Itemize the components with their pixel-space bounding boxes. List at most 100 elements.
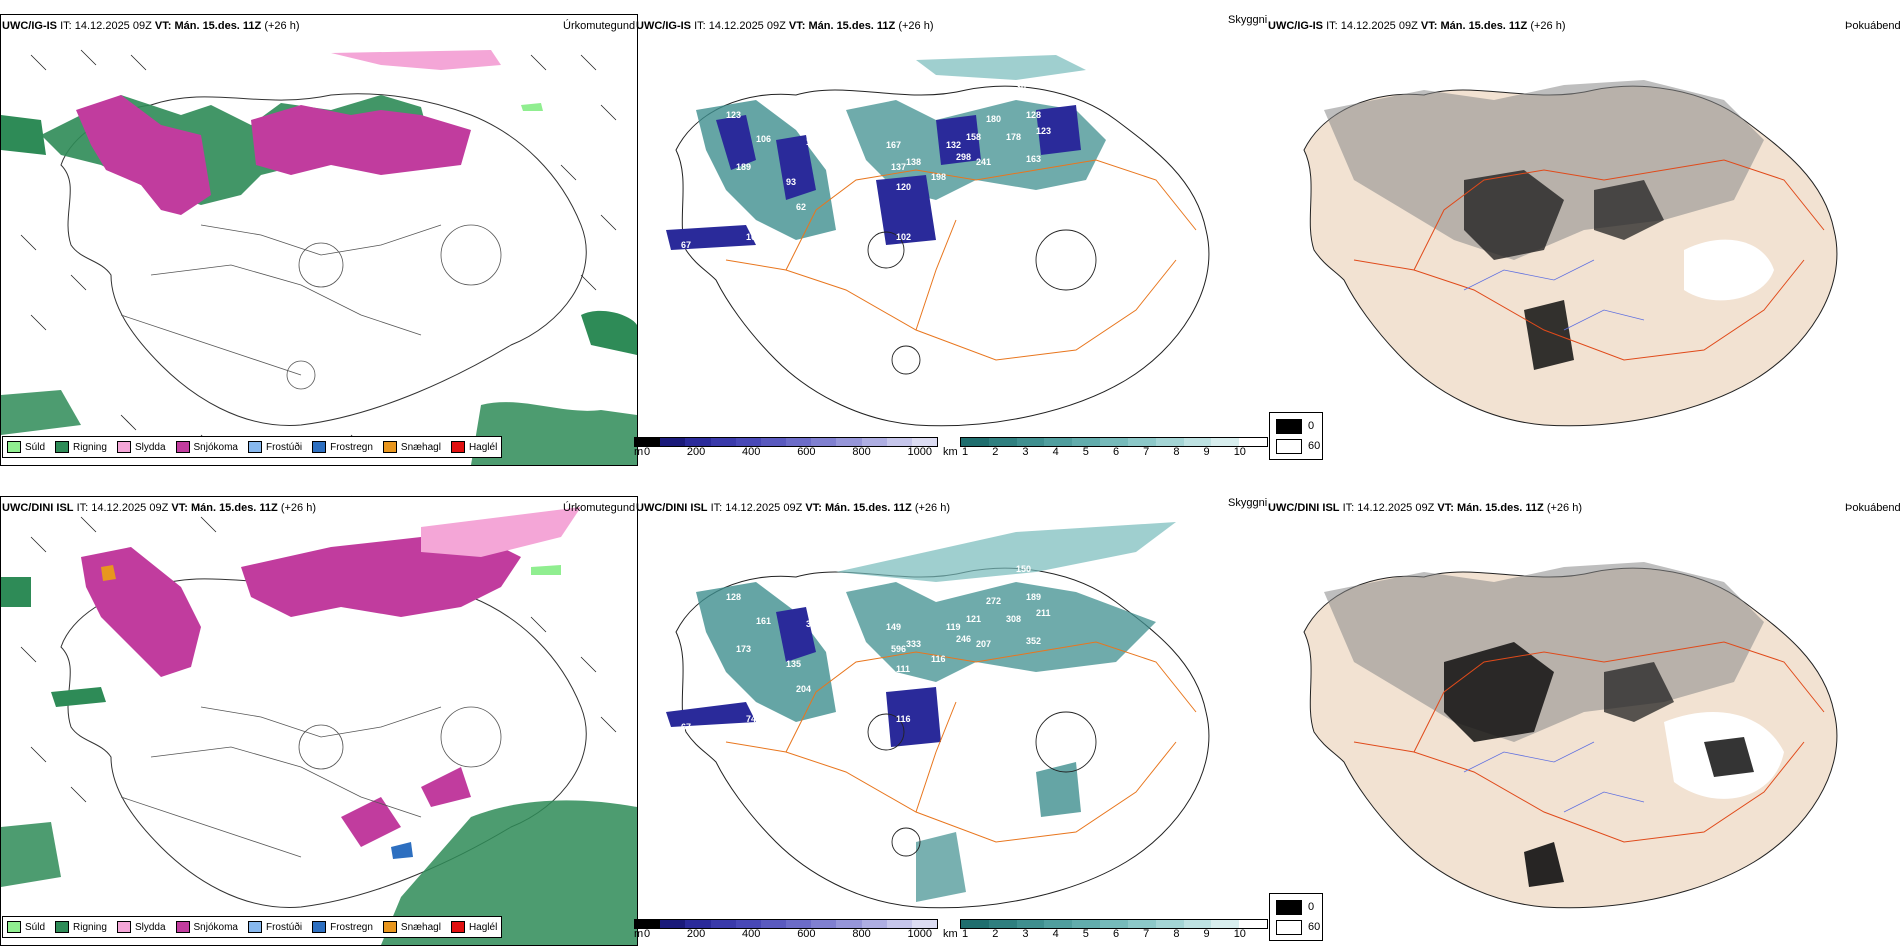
legend-item: Snæhagl bbox=[382, 441, 441, 453]
fog-label-low: 60 bbox=[1308, 921, 1321, 933]
colorbar-tick: 5 bbox=[1082, 928, 1089, 940]
colorbar-tick: 6 bbox=[1112, 446, 1120, 458]
vt-label: VT: bbox=[788, 20, 806, 32]
colorbar-segment bbox=[660, 920, 686, 928]
vt-value: Mán. 15.des. 11Z bbox=[190, 502, 278, 514]
it-value: 14.12.2025 09Z bbox=[708, 20, 786, 32]
colorbar-segment bbox=[961, 920, 989, 928]
visibility-value-label: 161 bbox=[756, 616, 771, 626]
legend-item: Frostúði bbox=[247, 921, 302, 933]
colorbar-tick: 200 bbox=[686, 446, 706, 458]
precip-type-map-r1 bbox=[0, 14, 638, 466]
legend-item: Snjókoma bbox=[175, 921, 238, 933]
it-value: 14.12.2025 09Z bbox=[74, 20, 152, 32]
height-colorbar-r1 bbox=[634, 437, 938, 447]
legend-item: Frostúði bbox=[247, 441, 302, 453]
colorbar-segment bbox=[635, 438, 661, 446]
colorbar-segment bbox=[660, 438, 686, 446]
colorbar-tick: 2 bbox=[992, 928, 999, 940]
visibility-value-label: 123 bbox=[1036, 126, 1051, 136]
colorbar-tick: 0 bbox=[644, 446, 651, 458]
visibility-value-label: 123 bbox=[726, 110, 741, 120]
visibility-value-label: 116 bbox=[896, 714, 911, 724]
colorbar-tick: 8 bbox=[1173, 928, 1180, 940]
visibility-value-label: 211 bbox=[1036, 608, 1051, 618]
visibility-value-label: 308 bbox=[1006, 614, 1021, 624]
panel-title-r1-right: Þokuábendi bbox=[1845, 20, 1900, 32]
colorbar-tick: 800 bbox=[852, 446, 871, 458]
colorbar-segment bbox=[861, 438, 887, 446]
visibility-value-label: 119 bbox=[946, 622, 961, 632]
colorbar-segment bbox=[1016, 438, 1045, 446]
visibility-value-label: 62 bbox=[796, 202, 806, 212]
precip-map-graphic-r1 bbox=[1, 49, 637, 465]
colorbar-tick: 10 bbox=[1233, 928, 1246, 940]
fog-map-graphic-r1 bbox=[1303, 80, 1838, 427]
lead-time: (+26 h) bbox=[280, 502, 317, 514]
visibility-value-label: 300 bbox=[866, 694, 881, 704]
colorbar-segment bbox=[836, 438, 862, 446]
vt-value: Mán. 15.des. 11Z bbox=[1440, 20, 1528, 32]
vt-label: VT: bbox=[1420, 20, 1438, 32]
legend-item: Haglél bbox=[450, 921, 497, 933]
it-label: IT: bbox=[60, 20, 72, 32]
colorbar-segment bbox=[1155, 438, 1184, 446]
colorbar-segment bbox=[635, 920, 661, 928]
legend-item: Rigning bbox=[55, 441, 107, 453]
colorbar-segment bbox=[786, 438, 812, 446]
colorbar-segment bbox=[1127, 920, 1156, 928]
visibility-value-label: 102 bbox=[896, 232, 911, 242]
colorbar-segment bbox=[811, 920, 837, 928]
fog-map-graphic-r2 bbox=[1303, 562, 1838, 909]
visibility-value-label: 158 bbox=[966, 132, 981, 142]
colorbar-segment bbox=[710, 920, 736, 928]
lead-time: (+26 h) bbox=[1546, 502, 1583, 514]
colorbar-segment bbox=[1044, 920, 1073, 928]
lead-time: (+26 h) bbox=[1530, 20, 1566, 32]
model-name: UWC/DINI ISL bbox=[2, 502, 74, 514]
visibility-value-label: 178 bbox=[1006, 132, 1021, 142]
visibility-value-label: 135 bbox=[786, 659, 801, 669]
it-label: IT: bbox=[76, 502, 89, 514]
height-colorbar-r2 bbox=[634, 919, 938, 929]
model-name: UWC/IG-IS bbox=[636, 20, 691, 32]
colorbar-segment bbox=[1239, 920, 1267, 928]
colorbar-segment bbox=[1044, 438, 1073, 446]
legend-item: Slydda bbox=[116, 921, 166, 933]
colorbar-tick: 3 bbox=[1022, 446, 1029, 458]
colorbar-segment bbox=[988, 920, 1017, 928]
colorbar-segment bbox=[988, 438, 1017, 446]
fog-label-high: 0 bbox=[1308, 901, 1315, 913]
colorbar-segment bbox=[760, 438, 787, 446]
precip-legend-r2: Súld Rigning Slydda Snjókoma Frostúði Fr… bbox=[2, 916, 503, 938]
model-name: UWC/IG-IS bbox=[1268, 20, 1323, 32]
colorbar-segment bbox=[735, 438, 761, 446]
vt-label: VT: bbox=[805, 502, 822, 514]
visibility-value-label: 67 bbox=[681, 240, 691, 250]
height-bar-unit-r2: m bbox=[634, 928, 644, 940]
visibility-value-label: 163 bbox=[1026, 154, 1041, 164]
it-label: IT: bbox=[710, 502, 723, 514]
visibility-value-label: 74 bbox=[746, 714, 756, 724]
colorbar-segment bbox=[1239, 438, 1267, 446]
visibility-values-r1: 30 123 106 180 178 158 167 128 298 241 163 135 189 13… bbox=[681, 82, 1051, 250]
visibility-value-label: 83 bbox=[716, 694, 726, 704]
precip-map-graphic-r2 bbox=[1, 507, 637, 945]
panel-header-r1-left: UWC/IG-IS IT: 14.12.2025 09Z VT: Mán. 15… bbox=[2, 20, 300, 32]
it-label: IT: bbox=[694, 20, 706, 32]
visibility-value-label: 106 bbox=[756, 134, 771, 144]
panel-title-r1-mid: Skyggni bbox=[1228, 14, 1268, 26]
colorbar-tick: 400 bbox=[742, 928, 761, 940]
panel-header-r2-mid: UWC/DINI ISL IT: 14.12.2025 09Z VT: Mán.… bbox=[636, 502, 950, 514]
fog-label-low: 60 bbox=[1308, 440, 1321, 452]
colorbar-segment bbox=[1155, 920, 1184, 928]
visibility-value-label: 173 bbox=[736, 644, 751, 654]
colorbar-segment bbox=[961, 438, 989, 446]
vis-colorbar-r1 bbox=[960, 437, 1268, 447]
colorbar-tick: 4 bbox=[1052, 446, 1059, 458]
height-bar-ticks-r2: 0 200 400 600 800 1000 bbox=[644, 928, 932, 940]
visibility-value-label: 93 bbox=[786, 177, 796, 187]
colorbar-segment bbox=[886, 438, 912, 446]
colorbar-segment bbox=[911, 920, 938, 928]
colorbar-segment bbox=[685, 920, 711, 928]
